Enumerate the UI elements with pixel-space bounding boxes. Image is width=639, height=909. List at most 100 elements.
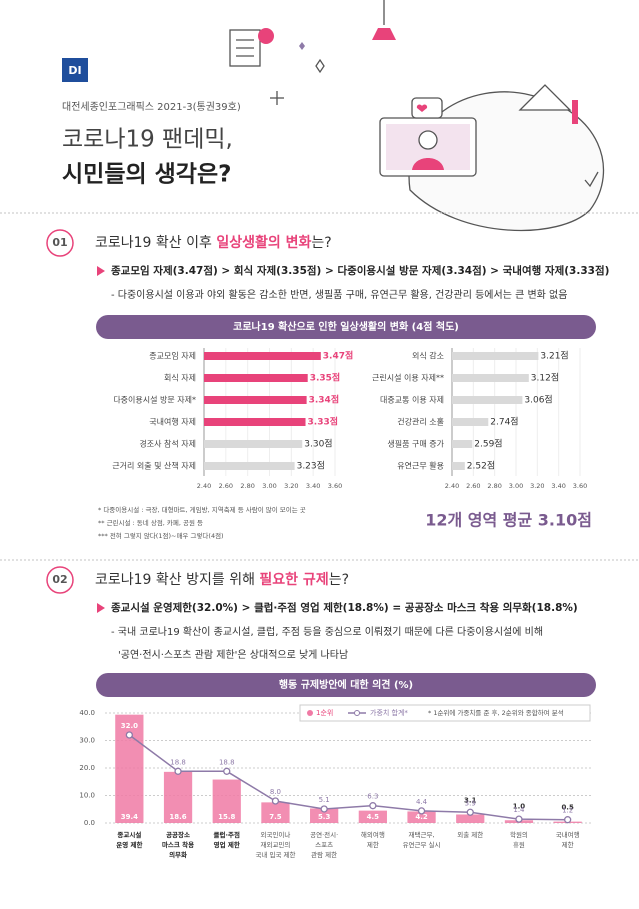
category-label: 재택근무, — [409, 830, 435, 839]
category-label: 근거리 외출 및 산책 자제 — [112, 461, 196, 471]
x-tick-label: 3.60 — [328, 482, 342, 490]
section-number: 02 — [52, 573, 67, 586]
point — [320, 805, 328, 813]
footnote: * 다중이용시설 : 극장, 대형마트, 게임방, 지역축제 등 사람이 많이 … — [98, 505, 306, 514]
value-label: 4.4 — [416, 798, 428, 806]
value-label: 3.23점 — [297, 460, 325, 472]
value-label: 1.2 — [562, 807, 573, 815]
value-label: 3.12점 — [531, 372, 559, 384]
value-label: 3.21점 — [540, 350, 568, 362]
heading-pre: 코로나19 확산 방지를 위해 — [95, 572, 259, 588]
category-label: 제한 — [367, 841, 379, 849]
bar — [212, 779, 241, 823]
x-tick-label: 2.40 — [197, 482, 211, 490]
value-label: 5.1 — [319, 796, 330, 804]
x-tick-label: 2.80 — [487, 482, 501, 490]
chart-title-bar — [96, 315, 596, 339]
value-label: 1.4 — [513, 806, 525, 814]
value-label: 1.0 — [513, 802, 526, 810]
value-label: 3.47점 — [323, 350, 354, 362]
point — [369, 802, 377, 810]
chart-note: * 1순위에 가중치를 준 후, 2순위와 종합하여 분석 — [428, 708, 564, 717]
value-label: 2.52점 — [467, 460, 495, 472]
value-label: 5.3 — [318, 813, 331, 821]
bar — [204, 462, 295, 470]
section-heading: 코로나19 확산 방지를 위해 필요한 규제는? — [95, 571, 349, 588]
bar — [204, 418, 306, 426]
value-label: 32.0 — [121, 722, 138, 730]
value-label: 2.59점 — [474, 438, 502, 450]
point — [417, 807, 426, 815]
y-tick-label: 0.0 — [84, 819, 95, 827]
y-tick-label: 20.0 — [79, 764, 95, 772]
bar — [407, 811, 436, 823]
point — [515, 815, 523, 823]
heading-post: 는? — [329, 572, 349, 588]
category-label: 마스크 착용 — [162, 840, 194, 849]
bar — [452, 440, 473, 448]
value-label: 3.34점 — [309, 394, 340, 406]
category-label: 해외여행 — [361, 830, 385, 839]
category-label: 외출 제한 — [457, 830, 483, 839]
bar — [204, 396, 307, 404]
legend-swatch — [354, 710, 360, 716]
x-tick-label: 2.60 — [219, 482, 233, 490]
value-label: 2.74점 — [490, 416, 518, 428]
category-label: 유연근무 실시 — [403, 840, 441, 849]
value-label: 18.6 — [169, 813, 186, 821]
legend-label: 가중치 합계* — [370, 708, 408, 717]
note: - 국내 코로나19 확산이 종교시설, 클럽, 주점 등을 중심으로 이뤄졌기… — [111, 625, 543, 638]
value-label: 8.0 — [270, 788, 281, 796]
section-heading: 코로나19 확산 이후 일상생활의 변화는? — [95, 234, 332, 251]
y-tick-label: 10.0 — [79, 792, 95, 800]
chart-title-bar — [96, 673, 596, 697]
category-label: 회식 자제 — [164, 374, 196, 383]
bar — [452, 418, 489, 426]
value-label: 6.3 — [367, 793, 378, 801]
note: '공연·전시·스포츠 관람 제한'은 상대적으로 낮게 나타남 — [118, 648, 348, 661]
category-label: 경조사 참석 자제 — [139, 439, 196, 449]
category-label: 외국인이나 — [260, 830, 290, 839]
category-label: 종교시설 — [117, 830, 141, 839]
category-label: 클럽·주점 — [214, 830, 240, 839]
category-label: 종교모임 자제 — [149, 352, 196, 361]
x-tick-label: 3.40 — [551, 482, 565, 490]
category-label: 공공장소 — [166, 830, 190, 839]
average: 12개 영역 평균 3.10점 — [425, 511, 592, 530]
bar — [204, 352, 321, 360]
line — [128, 734, 568, 821]
y-tick-label: 30.0 — [79, 737, 95, 745]
category-label: 휴원 — [513, 840, 525, 849]
bar — [358, 810, 387, 823]
category-label: 제한 — [562, 841, 574, 849]
value-label: 18.8 — [170, 758, 186, 766]
x-tick-label: 3.20 — [530, 482, 544, 490]
bar — [310, 808, 339, 823]
bar — [204, 374, 308, 382]
footnote: ** 근린시설 : 동네 상점, 카페, 공원 등 — [98, 518, 203, 527]
bullet: 종교모임 자제(3.47점) > 회식 자제(3.35점) > 다중이용시설 방… — [111, 264, 609, 277]
bar — [452, 396, 523, 404]
category-label: 대중교통 이용 자제 — [380, 395, 444, 405]
x-tick-label: 3.00 — [509, 482, 523, 490]
category-label: 영업 제한 — [214, 840, 240, 849]
value-label: 3.35점 — [310, 372, 341, 384]
category-label: 건강관리 소홀 — [397, 417, 444, 427]
category-label: 유연근무 활용 — [397, 461, 444, 471]
bar — [261, 802, 290, 823]
point — [271, 797, 280, 805]
value-label: 3.30점 — [304, 438, 332, 450]
point — [174, 767, 182, 775]
issue: 대전세종인포그래픽스 2021-3(통권39호) — [62, 101, 241, 113]
category-label: 국내 입국 제한 — [255, 850, 295, 859]
section-badge — [46, 229, 74, 257]
value-label: 3.33점 — [308, 416, 339, 428]
section-number: 01 — [52, 236, 67, 249]
value-label: 18.8 — [219, 758, 235, 766]
legend-swatch — [307, 710, 313, 716]
illustration — [0, 0, 639, 561]
bar — [452, 352, 539, 360]
category-label: 재외교민의 — [260, 840, 290, 849]
section-badge — [46, 566, 74, 594]
